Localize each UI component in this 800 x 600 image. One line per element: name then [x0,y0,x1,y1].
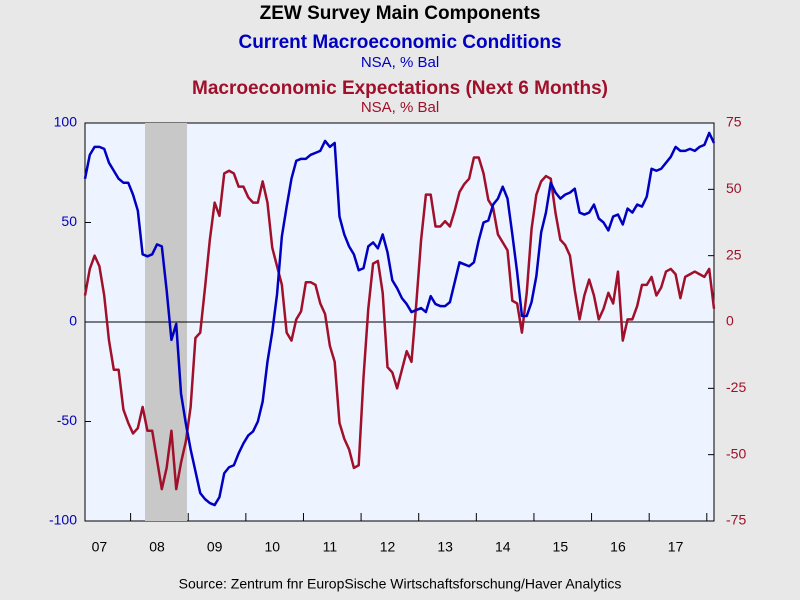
y-tick-label: -50 [57,412,77,428]
source: Source: Zentrum fnr EuropSische Wirtscha… [179,576,622,592]
series-line [83,131,716,507]
y2-tick-label: -75 [726,512,746,528]
y-tick-label: 0 [69,313,77,329]
x-tick-label: 15 [553,539,569,555]
subtitle: NSA, % Bal [361,54,439,71]
y-tick-label: 100 [54,114,78,130]
x-tick-label: 07 [92,539,108,555]
x-tick-label: 14 [495,539,511,555]
y-tick-label: -100 [49,512,77,528]
y2-tick-label: -50 [726,445,746,461]
y2-tick-label: -25 [726,379,746,395]
x-tick-label: 12 [380,539,396,555]
x-tick-label: 17 [668,539,684,555]
x-tick-label: 10 [264,539,280,555]
y2-tick-label: 75 [726,114,742,130]
series-line [83,156,716,491]
subtitle: Macroeconomic Expectations (Next 6 Month… [192,78,608,99]
y-tick-label: 50 [61,213,77,229]
subtitle: Current Macroeconomic Conditions [238,32,561,53]
x-tick-label: 11 [323,539,338,555]
y2-tick-label: 0 [726,313,734,329]
x-tick-label: 08 [149,539,165,555]
y2-tick-label: 25 [726,246,742,262]
x-tick-label: 16 [610,539,626,555]
x-tick-label: 09 [207,539,223,555]
subtitle: NSA, % Bal [361,99,439,116]
chart-title: ZEW Survey Main Components [260,3,541,24]
x-tick-label: 13 [437,539,453,555]
y2-tick-label: 50 [726,180,742,196]
